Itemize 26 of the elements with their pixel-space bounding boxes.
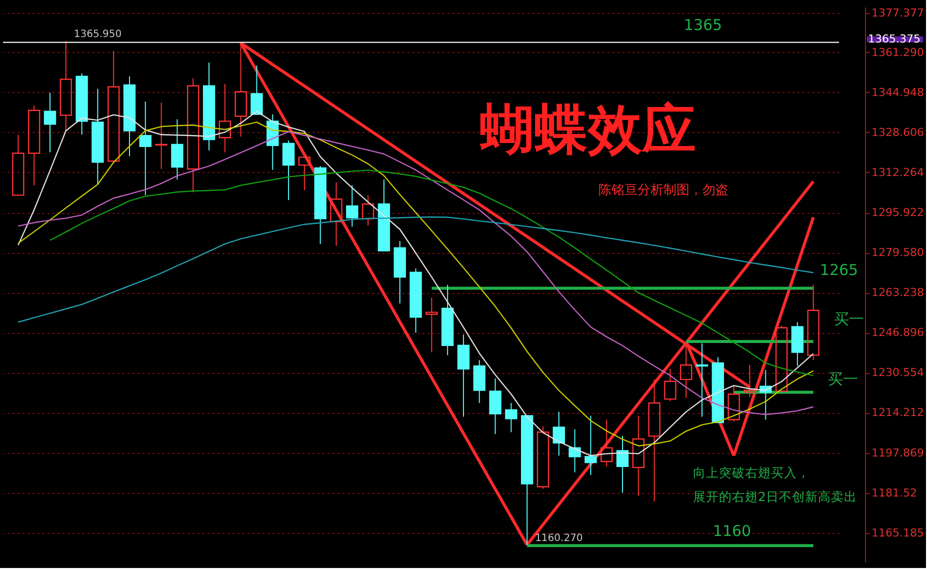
y-tick-label: 1328.606 — [872, 126, 924, 139]
y-tick-label: 1361.290 — [872, 46, 924, 59]
annotation: 1160 — [712, 522, 752, 540]
ref-line-label: 1365.375 — [868, 32, 920, 46]
y-tick-label: 1312.264 — [872, 166, 924, 179]
annotation: 1160.270 — [535, 532, 583, 544]
y-tick-label: 1230.554 — [872, 366, 924, 380]
annotation: 向上突破右翅买入， — [693, 465, 810, 480]
annotation: 陈铭亘分析制图，勿盗 — [598, 183, 728, 198]
text: 蝴蝶效应 — [479, 98, 696, 161]
annotation: 买一 — [828, 370, 858, 388]
y-tick-label: 1246.896 — [872, 326, 924, 340]
y-tick-label: 1197.869 — [872, 446, 924, 460]
y-tick-label: 1295.922 — [872, 206, 924, 220]
annotation: 1265 — [820, 261, 858, 279]
y-tick-label: 1214.212 — [872, 406, 924, 420]
y-tick-label: 1377.377 — [872, 6, 924, 20]
y-tick-label: 1263.238 — [872, 286, 924, 300]
y-tick-label: 1279.580 — [872, 246, 924, 260]
annotation: 买一 — [834, 310, 864, 328]
y-tick-label: 1344.948 — [872, 86, 924, 99]
y-tick-label: 1165.185 — [872, 526, 924, 540]
annotation: 1365.950 — [74, 28, 122, 40]
annotation: 1365 — [684, 16, 722, 34]
y-tick-label: 1181.52 — [872, 486, 917, 500]
annotation: 展开的右翅2日不创新高卖出 — [693, 489, 857, 504]
